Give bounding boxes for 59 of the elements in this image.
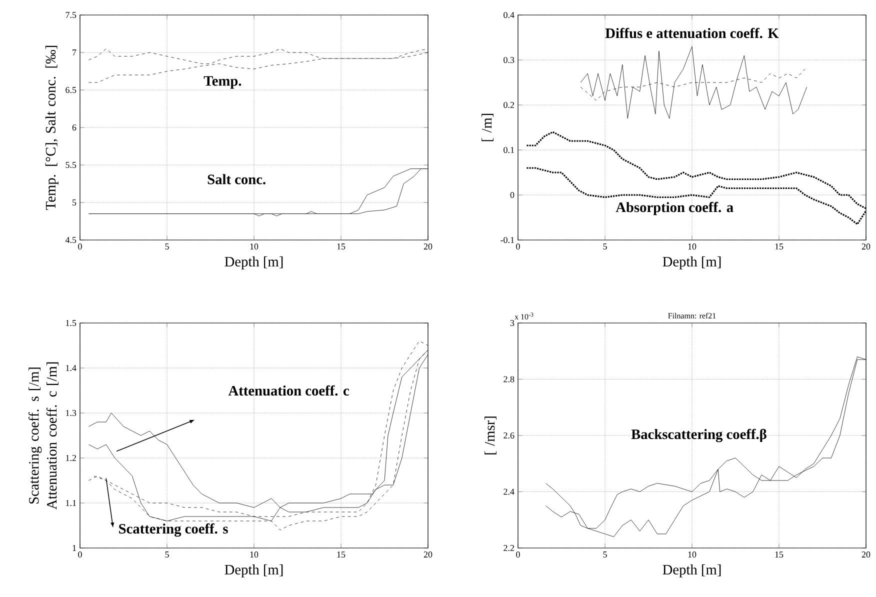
y-tick-label: 1.4 xyxy=(66,364,76,372)
y-tick-label: 5.5 xyxy=(66,162,76,168)
x-tick-label: 0 xyxy=(78,244,82,250)
annotation: Temp. xyxy=(204,76,242,89)
y-tick-label: 1.1 xyxy=(66,500,76,506)
y-tick-label: 2.4 xyxy=(504,488,514,495)
y-tick-label: 7 xyxy=(72,50,76,56)
annotation: Absorption coeff. a xyxy=(616,202,734,216)
x-tick-label: 15 xyxy=(337,552,346,558)
y-tick-label: 6.5 xyxy=(66,86,76,94)
x-tick-label: 10 xyxy=(250,244,258,250)
y-tick-label: 3 xyxy=(510,320,514,326)
x-tick-label: 5 xyxy=(603,552,607,558)
y-tick-label: 1.5 xyxy=(66,320,76,326)
x-tick-label: 10 xyxy=(688,552,696,558)
y-tick-label: -0.1 xyxy=(500,236,514,244)
annotation: Backscattering coeff.β xyxy=(631,428,766,442)
y-tick-label: 2.8 xyxy=(504,376,514,382)
y-tick-label: 5 xyxy=(72,200,76,206)
x-tick-label: 0 xyxy=(516,244,520,250)
y-tick-label: 0.2 xyxy=(504,102,514,108)
x-tick-label: 15 xyxy=(337,244,346,250)
x-tick-label: 15 xyxy=(775,244,784,250)
x-tick-label: 20 xyxy=(424,244,432,250)
y-tick-label: 0.1 xyxy=(504,146,514,154)
x-tick-label: 10 xyxy=(250,552,258,558)
y-tick-label: 0 xyxy=(510,192,514,198)
y-tick-label: 6 xyxy=(72,124,76,131)
y-tick-label: 1.2 xyxy=(66,454,76,462)
y-tick-label: 1 xyxy=(72,545,76,551)
annotation: Attenuation coeff. c xyxy=(228,385,350,396)
x-tick-label: 10 xyxy=(688,244,696,250)
x-tick-label: 0 xyxy=(78,552,82,558)
x-tick-label: 5 xyxy=(165,552,169,558)
x-tick-label: 0 xyxy=(516,552,520,558)
y-tick-label: 2.6 xyxy=(504,432,514,439)
x-axis-title: Depth [m] xyxy=(662,256,721,270)
y-axis-title: Scattering coeff. s [/m] Attenuation coeff. c [/m] xyxy=(28,362,58,510)
y-axis-title: Temp. [°C], Salt conc. [‰] xyxy=(45,46,58,210)
annotation: Scattering coeff. s xyxy=(119,523,228,537)
y-tick-label: 0.4 xyxy=(504,12,514,18)
y-tick-label: 0.3 xyxy=(504,56,514,64)
x-axis-title: Depth [m] xyxy=(224,564,283,578)
x-axis-title: Depth [m] xyxy=(662,564,721,578)
annotation: Diffus e attenuation coeff. K xyxy=(605,28,779,38)
x-tick-label: 20 xyxy=(424,552,432,558)
x-tick-label: 5 xyxy=(603,244,607,250)
y-tick-label: 7.5 xyxy=(66,12,76,18)
y-tick-label: 1.3 xyxy=(66,410,76,416)
x-axis-title: Depth [m] xyxy=(224,256,283,270)
y-tick-label: 2.2 xyxy=(504,544,514,552)
x-tick-label: 5 xyxy=(165,244,169,250)
x-tick-label: 15 xyxy=(775,552,784,558)
y-axis-title: [ /m] xyxy=(482,114,494,142)
x-tick-label: 20 xyxy=(862,244,870,250)
y-axis-title: [ /msr] xyxy=(484,416,496,454)
y-tick-label: 4.5 xyxy=(65,236,76,244)
annotation: Salt conc. xyxy=(208,174,266,184)
x-tick-label: 20 xyxy=(862,552,870,558)
